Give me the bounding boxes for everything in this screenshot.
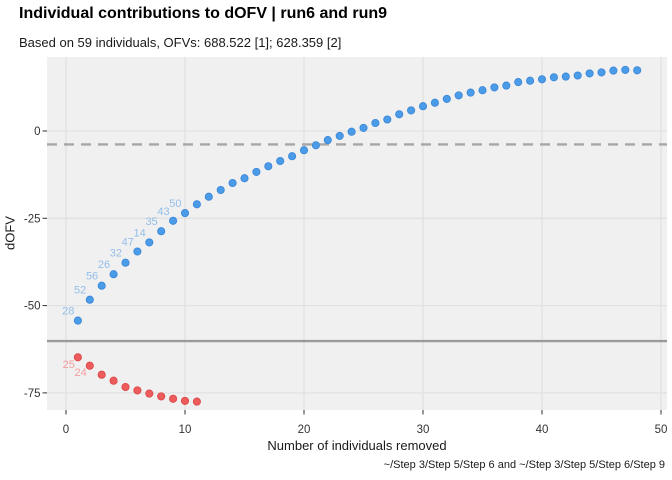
- data-point-blue: [466, 88, 475, 97]
- data-point-blue: [359, 123, 368, 132]
- data-point-red: [169, 394, 178, 403]
- data-point-blue: [121, 258, 130, 267]
- data-point-blue: [109, 270, 118, 279]
- point-id-label-red: 24: [75, 367, 87, 379]
- data-point-blue: [299, 146, 309, 155]
- point-id-label-blue: 32: [110, 248, 122, 260]
- data-point-blue: [204, 192, 213, 201]
- point-id-label-red: 25: [63, 359, 75, 371]
- plot-subtitle: Based on 59 individuals, OFVs: 688.522 […: [19, 35, 342, 50]
- data-point-blue: [549, 73, 558, 82]
- data-point-blue: [395, 110, 404, 119]
- data-point-blue: [347, 127, 356, 136]
- data-point-blue: [311, 141, 320, 150]
- data-point-blue: [561, 72, 570, 81]
- y-tick-label: 0: [34, 126, 40, 138]
- data-point-blue: [371, 118, 380, 128]
- data-point-blue: [145, 238, 154, 247]
- data-point-red: [133, 386, 142, 395]
- data-point-blue: [597, 68, 606, 77]
- data-point-red: [97, 370, 106, 379]
- data-point-blue: [383, 115, 392, 124]
- data-point-red: [157, 392, 166, 401]
- y-tick-label: -75: [24, 388, 41, 400]
- data-point-blue: [169, 216, 178, 225]
- data-point-blue: [585, 69, 594, 78]
- data-point-blue: [240, 174, 249, 183]
- plot-panel: [47, 57, 667, 410]
- data-point-blue: [502, 81, 511, 90]
- x-tick-label: 10: [179, 424, 192, 436]
- data-point-red: [180, 396, 190, 405]
- point-id-label-blue: 52: [74, 285, 86, 297]
- data-point-red: [121, 382, 130, 392]
- data-point-red: [85, 361, 94, 370]
- y-tick-label: -50: [24, 301, 41, 313]
- data-point-blue: [514, 78, 523, 87]
- data-point-blue: [252, 167, 261, 176]
- data-point-blue: [180, 209, 190, 218]
- data-point-blue: [323, 136, 332, 145]
- y-axis-title: dOFV: [2, 216, 18, 251]
- point-id-label-blue: 47: [122, 237, 134, 249]
- y-tick-label: -25: [24, 213, 41, 225]
- data-point-red: [192, 397, 201, 406]
- point-id-label-blue: 43: [157, 206, 169, 218]
- point-id-label-blue: 26: [98, 259, 110, 271]
- data-point-blue: [418, 102, 428, 111]
- data-point-blue: [526, 76, 535, 85]
- x-tick-label: 0: [63, 424, 69, 436]
- data-point-blue: [228, 178, 237, 188]
- data-point-blue: [407, 106, 416, 115]
- data-point-red: [109, 376, 118, 385]
- data-point-blue: [97, 281, 106, 290]
- point-id-label-blue: 50: [169, 198, 181, 210]
- data-point-red: [73, 353, 82, 362]
- x-axis-title: Number of individuals removed: [267, 438, 447, 453]
- data-point-blue: [537, 75, 547, 84]
- data-point-blue: [157, 227, 166, 236]
- data-point-blue: [633, 66, 642, 75]
- data-point-blue: [133, 247, 142, 256]
- point-id-label-blue: 56: [86, 271, 98, 283]
- point-id-label-blue: 28: [62, 306, 74, 318]
- data-point-blue: [288, 152, 297, 161]
- data-point-blue: [335, 131, 344, 140]
- plot-caption: ~/Step 3/Step 5/Step 6 and ~/Step 3/Step…: [383, 459, 665, 471]
- data-point-blue: [264, 162, 273, 171]
- x-tick-label: 20: [298, 424, 311, 436]
- data-point-red: [145, 389, 154, 398]
- data-point-blue: [192, 200, 201, 209]
- data-point-blue: [478, 86, 487, 95]
- data-point-blue: [454, 91, 463, 100]
- x-tick-label: 30: [417, 424, 430, 436]
- data-point-blue: [442, 94, 451, 103]
- x-tick-label: 50: [655, 424, 668, 436]
- data-point-blue: [609, 66, 618, 75]
- data-point-blue: [216, 185, 225, 195]
- data-point-blue: [276, 156, 285, 166]
- data-point-blue: [621, 65, 630, 74]
- point-id-label-blue: 35: [145, 216, 157, 228]
- x-tick-label: 40: [536, 424, 549, 436]
- plot-title: Individual contributions to dOFV | run6 …: [19, 5, 388, 22]
- data-point-blue: [430, 98, 439, 107]
- data-point-blue: [490, 83, 499, 92]
- data-point-blue: [573, 71, 582, 80]
- data-point-blue: [73, 316, 82, 325]
- data-point-blue: [85, 295, 94, 304]
- point-id-label-blue: 14: [134, 227, 146, 239]
